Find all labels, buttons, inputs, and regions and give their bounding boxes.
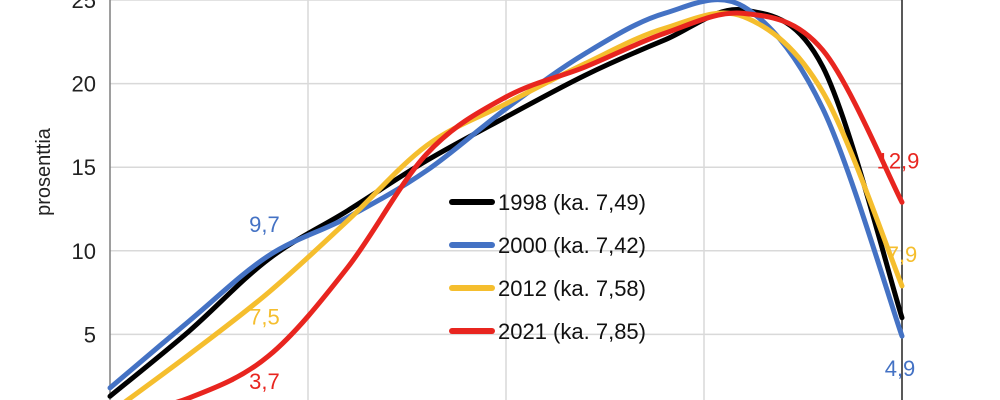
legend-label: 2000 (ka. 7,42): [498, 233, 646, 258]
y-tick-label: 20: [72, 72, 96, 97]
y-tick-label: 10: [72, 239, 96, 264]
data-label: 7,5: [249, 305, 280, 330]
y-tick-label: 15: [72, 155, 96, 180]
legend: 1998 (ka. 7,49) 2000 (ka. 7,42) 2012 (ka. …: [449, 190, 646, 344]
series-line-3: [175, 10, 905, 400]
series-lines: [107, 0, 905, 400]
series-line-0: [107, 6, 905, 399]
y-tick-label: 5: [84, 322, 96, 347]
axes: [109, 0, 903, 400]
legend-label: 2012 (ka. 7,58): [498, 276, 646, 301]
y-tick-labels: 5 10 15 20 25: [72, 0, 96, 347]
data-label: 12,9: [877, 148, 920, 173]
legend-label: 1998 (ka. 7,49): [498, 190, 646, 215]
y-axis-label: prosenttia: [33, 127, 55, 216]
series-line-2: [123, 10, 905, 400]
gridlines: [110, 0, 902, 400]
data-label: 9,7: [249, 212, 280, 237]
legend-label: 2021 (ka. 7,85): [498, 319, 646, 344]
y-tick-label: 25: [72, 0, 96, 13]
data-labels: 9,7 7,5 3,7 12,9 7,9 4,9: [249, 148, 919, 394]
data-label: 7,9: [887, 242, 918, 267]
data-label: 4,9: [885, 356, 916, 381]
data-label: 3,7: [249, 369, 280, 394]
